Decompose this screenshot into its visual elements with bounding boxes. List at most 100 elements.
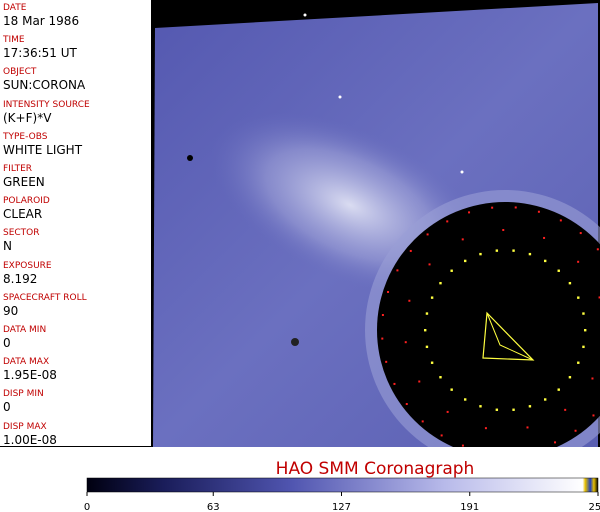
field-value: 17:36:51 UT	[3, 46, 77, 61]
yellow-dot	[425, 312, 429, 315]
yellow-dot	[582, 312, 585, 315]
field-label: OBJECT	[3, 67, 37, 78]
field-value: 18 Mar 1986	[3, 14, 80, 28]
yellow-dot	[544, 259, 547, 263]
red-dot	[461, 238, 464, 241]
yellow-dot	[557, 388, 560, 391]
tick-label: 127	[332, 502, 351, 512]
yellow-dot	[584, 329, 587, 332]
yellow-dot	[568, 281, 572, 285]
field-value: WHITE LIGHT	[3, 142, 83, 157]
field-label: DATE	[3, 3, 27, 13]
red-dot	[428, 263, 431, 266]
red-dot	[461, 444, 464, 447]
field-label: DATA MAX	[3, 357, 50, 368]
red-dot	[446, 410, 449, 413]
field-value: 0	[3, 336, 11, 350]
header-panel: DATE 18 Mar 1986 TIME 17:36:51 UT OBJECT SUN:…	[0, 0, 152, 447]
yellow-dot	[512, 249, 515, 252]
field-value: N	[3, 239, 12, 254]
yellow-dot	[430, 296, 434, 299]
red-dot	[385, 360, 388, 363]
red-dot	[409, 249, 412, 252]
field-label: TYPE-OBS	[3, 131, 48, 142]
red-dot	[381, 314, 384, 317]
field-value: SUN:CORONA	[3, 78, 86, 93]
red-dot	[574, 429, 577, 432]
field-value: GREEN	[3, 175, 45, 189]
red-dot	[408, 299, 411, 302]
field-label: INTENSITY SOURCE	[3, 99, 90, 110]
tick-label: 191	[460, 502, 479, 512]
field-label: TIME	[3, 35, 25, 46]
red-dot	[559, 219, 562, 222]
spot	[291, 338, 299, 346]
red-dot	[446, 220, 449, 223]
yellow-dot	[464, 259, 467, 263]
field-label: FILTER	[3, 164, 33, 174]
field-value: 1.95E-08	[3, 368, 57, 383]
yellow-dot	[464, 398, 467, 401]
red-dot	[514, 206, 517, 209]
red-dot	[577, 260, 580, 263]
red-dot	[592, 414, 595, 417]
red-dot	[468, 211, 471, 214]
field-label: POLAROID	[3, 196, 50, 207]
field-value: 0	[3, 400, 11, 415]
red-dot	[418, 380, 421, 383]
occulter	[377, 202, 600, 447]
spot	[187, 155, 193, 161]
red-dot	[484, 427, 487, 430]
field-value: 1.00E-08	[3, 432, 57, 447]
tick-label: 0	[84, 502, 90, 512]
red-dot	[396, 269, 399, 272]
yellow-dot	[557, 269, 560, 272]
red-dot	[502, 229, 505, 232]
yellow-dot	[528, 252, 532, 256]
red-dot	[598, 296, 600, 299]
yellow-dot	[424, 329, 427, 332]
yellow-dot	[577, 296, 580, 299]
yellow-dot	[577, 361, 580, 364]
field-value: (K+F)*V	[3, 110, 52, 125]
red-dot	[381, 337, 384, 340]
yellow-dot	[479, 252, 482, 256]
yellow-dot	[512, 408, 515, 411]
red-dot	[579, 232, 582, 235]
yellow-dot	[450, 388, 453, 391]
tick-label: 63	[207, 502, 220, 512]
red-dot	[440, 434, 443, 437]
red-dot	[554, 441, 557, 444]
field-label: SPACECRAFT ROLL	[3, 292, 87, 303]
yellow-dot	[528, 405, 532, 408]
field-value: 90	[3, 303, 19, 318]
colorbar-axis: 0 63 127 191 255	[84, 492, 600, 512]
star	[460, 170, 464, 174]
red-dot	[405, 403, 408, 406]
red-dot	[543, 236, 546, 239]
pylon-line	[486, 312, 534, 361]
yellow-dot	[425, 345, 429, 349]
red-dot	[404, 341, 407, 344]
star	[338, 95, 342, 99]
yellow-dot	[582, 345, 585, 349]
fiducials	[381, 206, 600, 447]
field-label: SECTOR	[3, 228, 40, 239]
red-dot	[526, 426, 529, 429]
yellow-dot	[495, 408, 499, 411]
yellow-dot	[439, 376, 442, 379]
field-value: CLEAR	[3, 207, 43, 222]
field-label: DISP MAX	[3, 421, 47, 432]
field-label: DATA MIN	[3, 325, 47, 335]
image-title: HAO SMM Coronagraph	[276, 459, 475, 479]
yellow-dot	[495, 249, 499, 252]
yellow-dot	[450, 269, 453, 272]
tick-label: 255	[588, 502, 600, 512]
coronagraph-image	[153, 3, 600, 447]
red-dot	[564, 408, 567, 411]
red-dot	[537, 210, 540, 213]
red-dot	[387, 290, 390, 293]
field-value: 8.192	[3, 271, 38, 286]
red-dot	[393, 382, 396, 385]
